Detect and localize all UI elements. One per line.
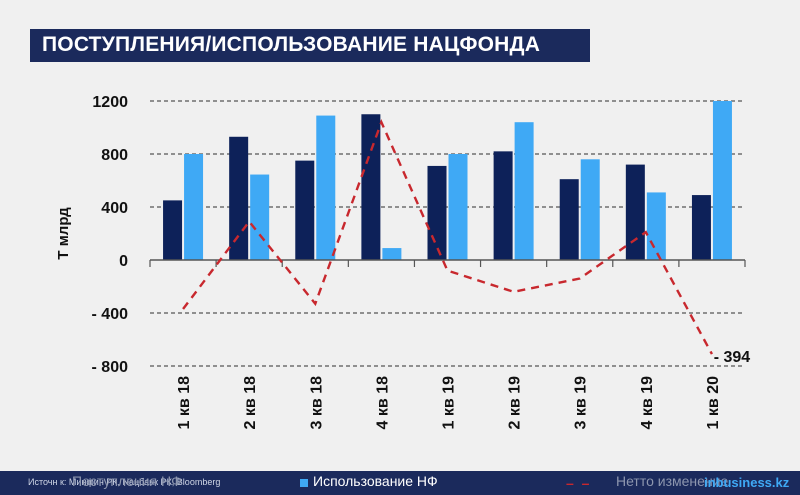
y-tick-label: - 800 bbox=[92, 359, 129, 376]
y-tick-label: 1200 bbox=[92, 94, 128, 111]
legend-net-label: Нетто изменение bbox=[616, 473, 729, 489]
bar-usage bbox=[184, 154, 204, 260]
legend-net-line-icon: – – bbox=[566, 475, 592, 491]
brand-logo: inbusiness.kz bbox=[704, 475, 790, 490]
title-banner: ПОСТУПЛЕНИЯ/ИСПОЛЬЗОВАНИЕ НАЦФОНДА bbox=[30, 29, 590, 62]
x-tick-label: 2 кв 18 bbox=[242, 376, 259, 430]
chart: - 800 - 400 0 400 800 1200 Т млрд 1 кв 18 2 кв … bbox=[55, 94, 751, 430]
y-axis: - 800 - 400 0 400 800 1200 Т млрд bbox=[55, 94, 128, 376]
bar-inflow bbox=[361, 114, 381, 260]
x-tick-label: 1 кв 18 bbox=[176, 376, 193, 430]
bar-usage bbox=[580, 159, 600, 260]
bar-inflow bbox=[493, 151, 513, 260]
net-change-path bbox=[182, 119, 713, 355]
x-tick-label: 4 кв 19 bbox=[639, 376, 656, 430]
x-tick-label: 3 кв 19 bbox=[573, 376, 590, 430]
bar-usage bbox=[448, 154, 468, 260]
x-tick-label: 4 кв 18 bbox=[374, 376, 391, 430]
bar-inflow bbox=[691, 195, 711, 260]
bars bbox=[163, 101, 732, 260]
grid-lines bbox=[150, 100, 745, 367]
bar-usage bbox=[316, 115, 336, 260]
x-axis: 1 кв 18 2 кв 18 3 кв 18 4 кв 18 1 кв 19 2 кв … bbox=[149, 259, 746, 430]
bar-usage bbox=[514, 122, 534, 260]
bar-usage bbox=[382, 248, 402, 260]
y-tick-label: - 400 bbox=[92, 306, 129, 323]
bar-inflow bbox=[427, 165, 447, 260]
x-tick-label: 1 кв 19 bbox=[441, 376, 458, 430]
x-tick-label: 2 кв 19 bbox=[507, 376, 524, 430]
x-tick-label: 3 кв 18 bbox=[308, 376, 325, 430]
annotations: - 394 bbox=[714, 349, 751, 366]
footer-legend: Источн к: Минфин РК, Nацбанк РК, Bloombe… bbox=[0, 471, 800, 495]
y-axis-label: Т млрд bbox=[55, 207, 72, 260]
bar-usage bbox=[646, 192, 666, 260]
annotation-label: - 394 bbox=[714, 349, 751, 366]
y-tick-label: 0 bbox=[119, 253, 128, 270]
bar-usage bbox=[250, 174, 270, 260]
net-change-line bbox=[182, 119, 713, 355]
page-title: ПОСТУПЛЕНИЯ/ИСПОЛЬЗОВАНИЕ НАЦФОНДА bbox=[42, 33, 541, 56]
y-tick-label: 400 bbox=[101, 200, 128, 217]
bar-inflow bbox=[625, 164, 645, 260]
bar-inflow bbox=[229, 136, 249, 260]
source-note: Источн к: Минфин РК, Nацбанк РК, Bloombe… bbox=[28, 477, 221, 487]
x-tick-label: 1 кв 20 bbox=[705, 376, 722, 430]
bar-inflow bbox=[295, 160, 315, 260]
bar-inflow bbox=[163, 200, 183, 260]
legend-inflow-label: Поступления НФ bbox=[72, 473, 182, 489]
bar-usage bbox=[712, 101, 732, 260]
legend-usage-swatch bbox=[300, 479, 308, 487]
y-tick-label: 800 bbox=[101, 147, 128, 164]
bar-inflow bbox=[559, 179, 579, 260]
legend-usage-label: Использование НФ bbox=[313, 473, 438, 489]
